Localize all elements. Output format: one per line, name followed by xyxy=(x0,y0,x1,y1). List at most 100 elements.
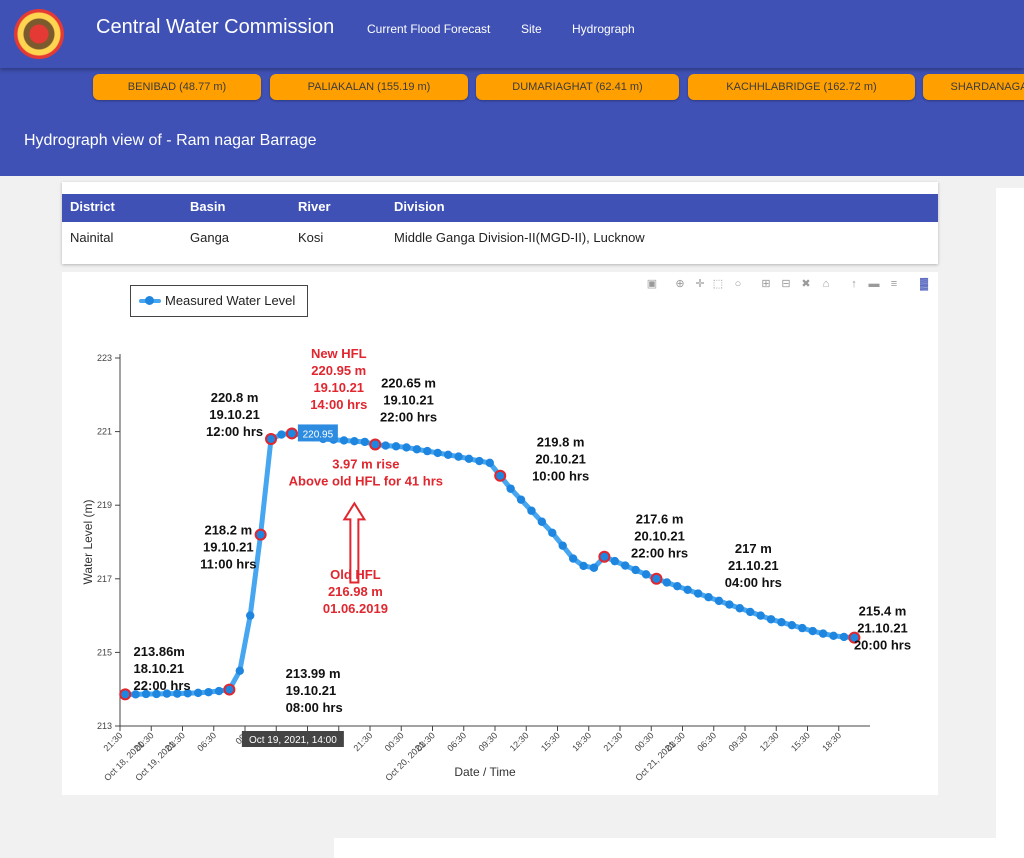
data-point xyxy=(548,528,557,537)
x-tick-label: 00:30 xyxy=(633,730,656,753)
box-select-icon[interactable]: ⬚ xyxy=(712,278,724,290)
lasso-icon[interactable]: ○ xyxy=(734,278,742,290)
data-point xyxy=(848,631,861,644)
annotation-line: 20:00 hrs xyxy=(854,638,911,653)
data-point xyxy=(412,445,422,454)
annotation-line: 18.10.21 xyxy=(134,661,185,676)
x-axis-title: Date / Time xyxy=(454,765,516,779)
annotation-line: 08:00 hrs xyxy=(286,700,343,715)
data-point xyxy=(152,689,161,699)
data-point xyxy=(650,572,663,585)
x-tick-label: 18:30 xyxy=(820,730,843,753)
annotation-line: 19.10.21 xyxy=(383,392,434,407)
data-point xyxy=(193,688,203,698)
pan-icon[interactable]: ✛ xyxy=(695,278,705,290)
data-point xyxy=(777,618,786,627)
annotation-line: 218.2 m xyxy=(204,523,252,538)
data-point xyxy=(808,626,817,636)
data-point xyxy=(223,683,236,696)
data-point xyxy=(360,437,369,447)
x-tick-label: 18:30 xyxy=(570,730,593,753)
data-point xyxy=(527,506,536,515)
site-info-table: District Basin River Division Nainital G… xyxy=(62,182,938,264)
station-button-shardanagar[interactable]: SHARDANAGAR xyxy=(923,74,1024,100)
camera-icon[interactable]: ▣ xyxy=(646,278,658,290)
data-point xyxy=(443,450,453,459)
data-point xyxy=(735,604,744,613)
station-button-paliakalan[interactable]: PALIAKALAN (155.19 m) xyxy=(270,74,468,100)
reset-axes-icon[interactable]: ⌂ xyxy=(822,278,830,290)
data-point xyxy=(568,554,578,563)
cell-river: Kosi xyxy=(298,230,324,245)
data-point xyxy=(119,688,132,701)
annotation-line: 11:00 hrs xyxy=(200,557,256,572)
x-tick-label: 06:30 xyxy=(695,730,718,753)
data-point xyxy=(494,469,507,482)
data-point xyxy=(641,570,651,579)
annotation-line: 21.10.21 xyxy=(857,621,908,636)
y-axis-title: Water Level (m) xyxy=(81,500,95,585)
station-button-kachhlabridge[interactable]: KACHHLABRIDGE (162.72 m) xyxy=(688,74,915,100)
zoom-icon[interactable]: ⊕ xyxy=(675,278,685,290)
cwc-logo[interactable] xyxy=(14,9,64,59)
annotation-line: 14:00 hrs xyxy=(310,397,367,412)
annotation-5: 220.65 m 19.10.21 22:00 hrs xyxy=(380,375,437,424)
cell-division: Middle Ganga Division-II(MGD-II), Luckno… xyxy=(394,230,645,245)
data-point xyxy=(839,632,849,642)
x-tick-label: 12:30 xyxy=(508,730,531,753)
data-point xyxy=(339,436,349,445)
cell-district: Nainital xyxy=(70,230,114,245)
data-point xyxy=(183,689,192,698)
brand-title[interactable]: Central Water Commission xyxy=(96,16,335,38)
y-tick-label: 223 xyxy=(97,353,112,363)
annotation-8: 219.8 m 20.10.21 10:00 hrs xyxy=(532,434,589,483)
annotation-line: 22:00 hrs xyxy=(631,546,688,561)
header-basin: Basin xyxy=(190,199,226,214)
data-point xyxy=(673,581,682,591)
data-point xyxy=(746,607,755,617)
annotation-6: 3.97 m rise Above old HFL for 41 hrs xyxy=(289,456,443,488)
zoom-in-icon[interactable]: ⊞ xyxy=(761,278,771,290)
x-tick-label: 21:30 xyxy=(601,730,624,753)
legend-label: Measured Water Level xyxy=(165,293,296,308)
annotation-line: 213.86m xyxy=(134,644,185,659)
hover-compare-icon[interactable]: ≡ xyxy=(890,278,898,290)
data-point xyxy=(423,446,432,456)
hover-closest-icon[interactable]: ▬ xyxy=(868,278,880,290)
station-button-dumariaghat[interactable]: DUMARIAGHAT (62.41 m) xyxy=(476,74,679,100)
data-point xyxy=(558,541,567,550)
autoscale-icon[interactable]: ✖ xyxy=(801,278,811,290)
station-button-benibad[interactable]: BENIBAD (48.77 m) xyxy=(93,74,261,100)
hover-date-box xyxy=(241,731,344,747)
annotation-line: 216.98 m xyxy=(328,584,383,599)
annotation-line: 220.65 m xyxy=(381,375,436,390)
spike-lines-icon[interactable]: ↑ xyxy=(851,278,857,290)
annotation-line: 213.99 m xyxy=(286,666,341,681)
annotation-line: 217.6 m xyxy=(636,512,684,527)
annotation-line: 20.10.21 xyxy=(634,529,685,544)
zoom-out-icon[interactable]: ⊟ xyxy=(781,278,791,290)
data-point xyxy=(683,585,692,595)
nav-link-site[interactable]: Site xyxy=(521,22,542,36)
x-tick-label: 00:30 xyxy=(383,730,406,753)
old-hfl-arrow xyxy=(342,501,367,584)
annotation-11: 215.4 m 21.10.21 20:00 hrs xyxy=(854,604,911,653)
header-division: Division xyxy=(394,199,445,214)
data-point xyxy=(662,578,672,587)
chart-plot[interactable]: 213 215 217 219 221 223 Water Level (m) 21:30 00… xyxy=(62,272,938,795)
chart-legend[interactable]: Measured Water Level xyxy=(130,285,308,317)
nav-link-current-flood-forecast[interactable]: Current Flood Forecast xyxy=(367,22,491,36)
page-header: Hydrograph view of - Ram nagar Barrage xyxy=(0,108,1024,176)
annotation-line: 19.10.21 xyxy=(313,380,364,395)
data-point xyxy=(798,623,807,633)
nav-link-hydrograph[interactable]: Hydrograph xyxy=(572,22,635,36)
annotation-9: 217.6 m 20.10.21 22:00 hrs xyxy=(631,512,688,561)
cell-basin: Ganga xyxy=(190,230,230,245)
footer-strip xyxy=(334,838,1024,858)
annotation-line: 21.10.21 xyxy=(728,558,779,573)
station-ticker: BENIBAD (48.77 m) PALIAKALAN (155.19 m) … xyxy=(0,68,1024,108)
annotation-1: 213.99 m 19.10.21 08:00 hrs xyxy=(286,666,343,715)
plotly-logo-icon[interactable]: ▓ xyxy=(919,278,929,290)
annotation-line: New HFL xyxy=(311,346,367,361)
data-point xyxy=(214,686,224,696)
